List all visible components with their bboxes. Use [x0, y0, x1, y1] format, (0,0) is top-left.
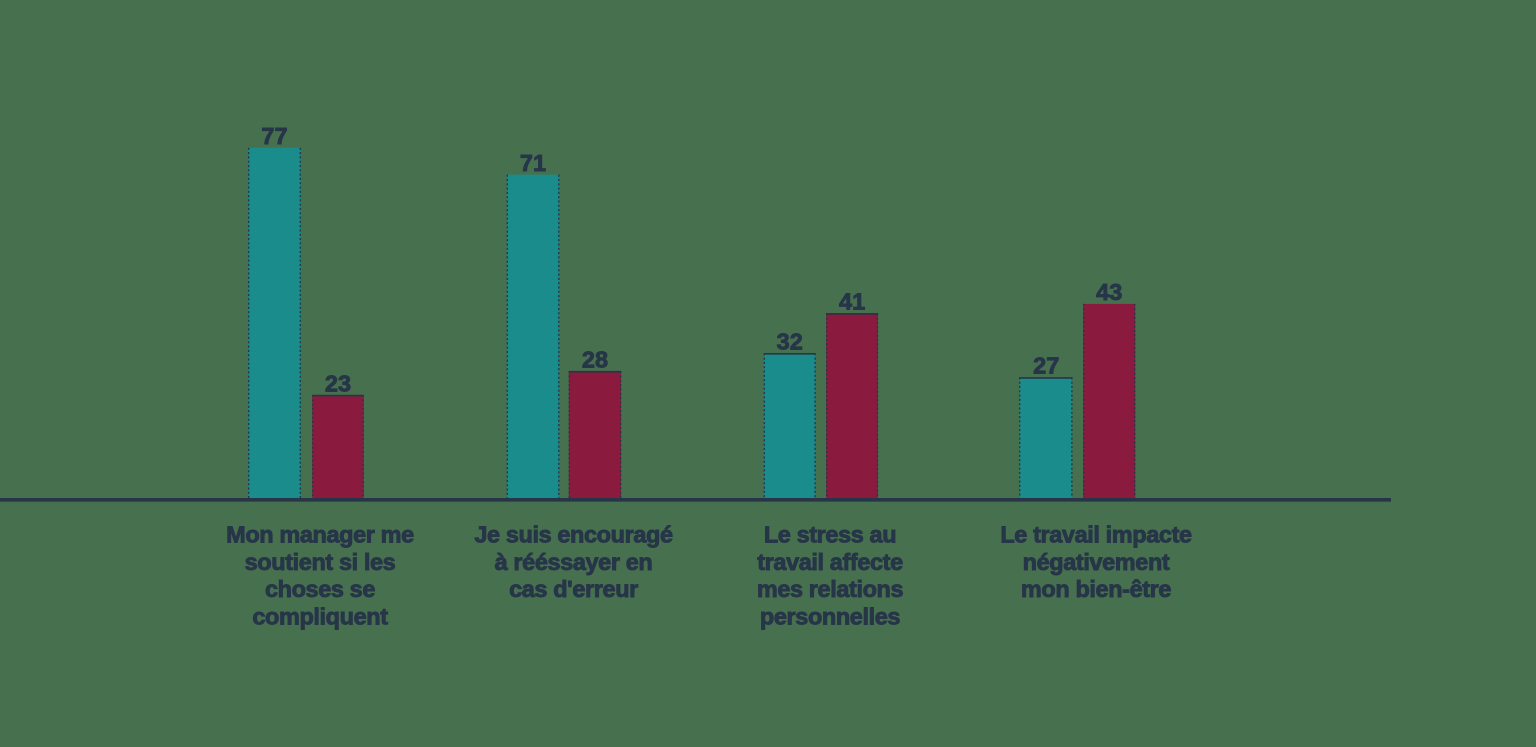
- svg-text:soutient si les: soutient si les: [245, 549, 396, 575]
- svg-text:71: 71: [520, 150, 546, 176]
- svg-text:28: 28: [582, 346, 608, 372]
- svg-text:compliquent: compliquent: [252, 604, 388, 630]
- svg-text:Le stress au: Le stress au: [764, 522, 896, 548]
- svg-text:Le travail impacte: Le travail impacte: [1000, 522, 1192, 548]
- svg-text:23: 23: [325, 371, 351, 397]
- svg-text:personnelles: personnelles: [760, 604, 901, 630]
- svg-text:choses se: choses se: [265, 576, 375, 602]
- svg-text:41: 41: [839, 289, 865, 315]
- svg-text:négativement: négativement: [1023, 549, 1170, 575]
- svg-text:à rééssayer en: à rééssayer en: [495, 549, 653, 575]
- svg-text:Je suis encouragé: Je suis encouragé: [474, 522, 673, 548]
- svg-text:cas d'erreur: cas d'erreur: [509, 576, 638, 602]
- svg-text:Mon manager me: Mon manager me: [226, 522, 414, 548]
- svg-text:27: 27: [1033, 353, 1059, 379]
- svg-text:travail affecte: travail affecte: [757, 549, 903, 575]
- svg-text:32: 32: [777, 329, 803, 355]
- svg-text:77: 77: [261, 123, 287, 149]
- svg-text:43: 43: [1096, 279, 1122, 305]
- svg-text:mes relations: mes relations: [757, 576, 904, 602]
- svg-text:mon bien-être: mon bien-être: [1021, 576, 1172, 602]
